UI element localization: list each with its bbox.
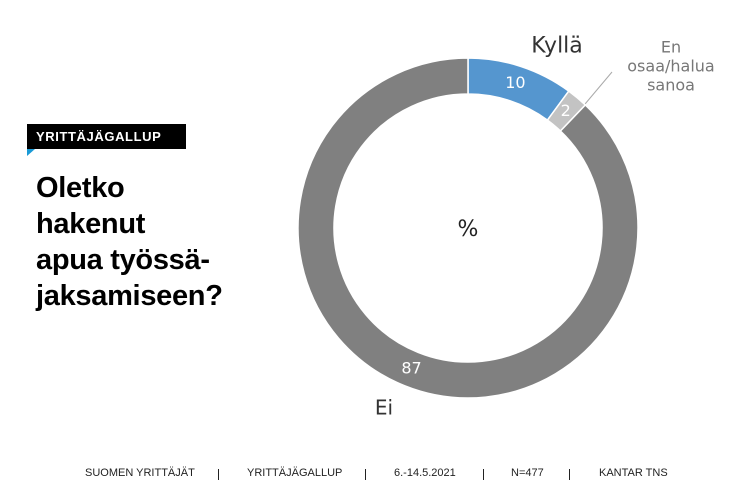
footer-item: KANTAR TNS [599,467,668,479]
category-label: Kyllä [531,33,583,59]
donut-segment [297,57,639,399]
separator [483,469,484,480]
value-label: 10 [505,73,525,92]
footer-item: 6.-14.5.2021 [394,467,456,479]
chart-title: Oletko hakenut apua työssä-jaksamiseen? [36,170,223,314]
footer-item: N=477 [511,467,544,479]
footer-item: YRITTÄJÄGALLUP [247,467,343,479]
badge-box [27,124,186,149]
separator [365,469,366,480]
title-line: apua työssä- [36,244,210,276]
footer-item: SUOMEN YRITTÄJÄT [85,467,195,479]
category-label: En osaa/halua sanoa [627,37,715,95]
title-line: jaksamiseen? [36,280,223,312]
value-label: 87 [401,359,421,378]
badge-tab [27,149,35,156]
separator [218,469,219,480]
category-label: Ei [374,395,394,420]
leader-line [579,71,613,111]
center-label: % [458,217,479,242]
title-line: Oletko [36,172,125,204]
separator [569,469,570,480]
title-line: hakenut [36,208,146,240]
value-label: 2 [561,101,571,120]
badge: YRITTÄJÄGALLUP [36,129,161,144]
